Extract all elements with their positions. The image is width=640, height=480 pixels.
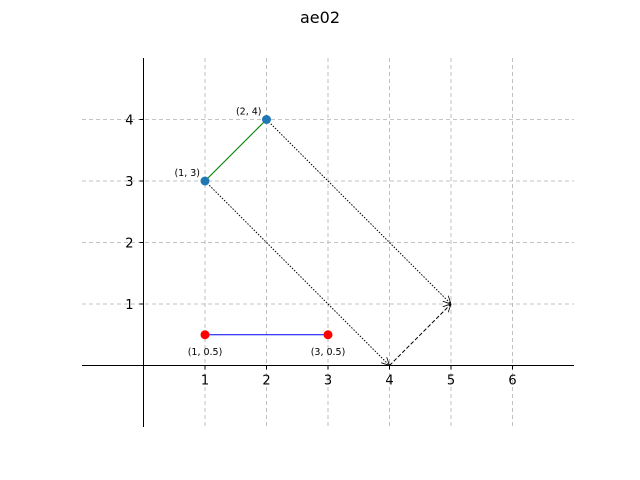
point-label: (3, 0.5): [311, 347, 346, 358]
x-tick-label: 6: [508, 374, 516, 389]
y-tick-label: 2: [125, 237, 133, 252]
data-point: [200, 176, 210, 186]
x-tick-label: 1: [201, 374, 209, 389]
point-label: (2, 4): [236, 107, 262, 118]
y-tick-label: 3: [125, 175, 133, 190]
y-tick-label: 4: [125, 114, 133, 129]
x-tick-label: 3: [324, 374, 332, 389]
x-tick-label: 5: [447, 374, 455, 389]
arrow-line: [389, 304, 452, 366]
x-tick-label: 4: [385, 374, 393, 389]
data-point: [323, 330, 333, 340]
arrow-line: [266, 119, 452, 305]
point-label: (1, 0.5): [188, 347, 223, 358]
arrow-line: [204, 180, 390, 366]
x-tick-label: 2: [262, 374, 270, 389]
data-point: [200, 330, 210, 340]
chart-title: ae02: [299, 8, 340, 27]
segment-line: [204, 119, 267, 182]
data-point: [262, 115, 271, 124]
y-tick-label: 1: [125, 298, 133, 313]
point-label: (1, 3): [174, 168, 200, 179]
